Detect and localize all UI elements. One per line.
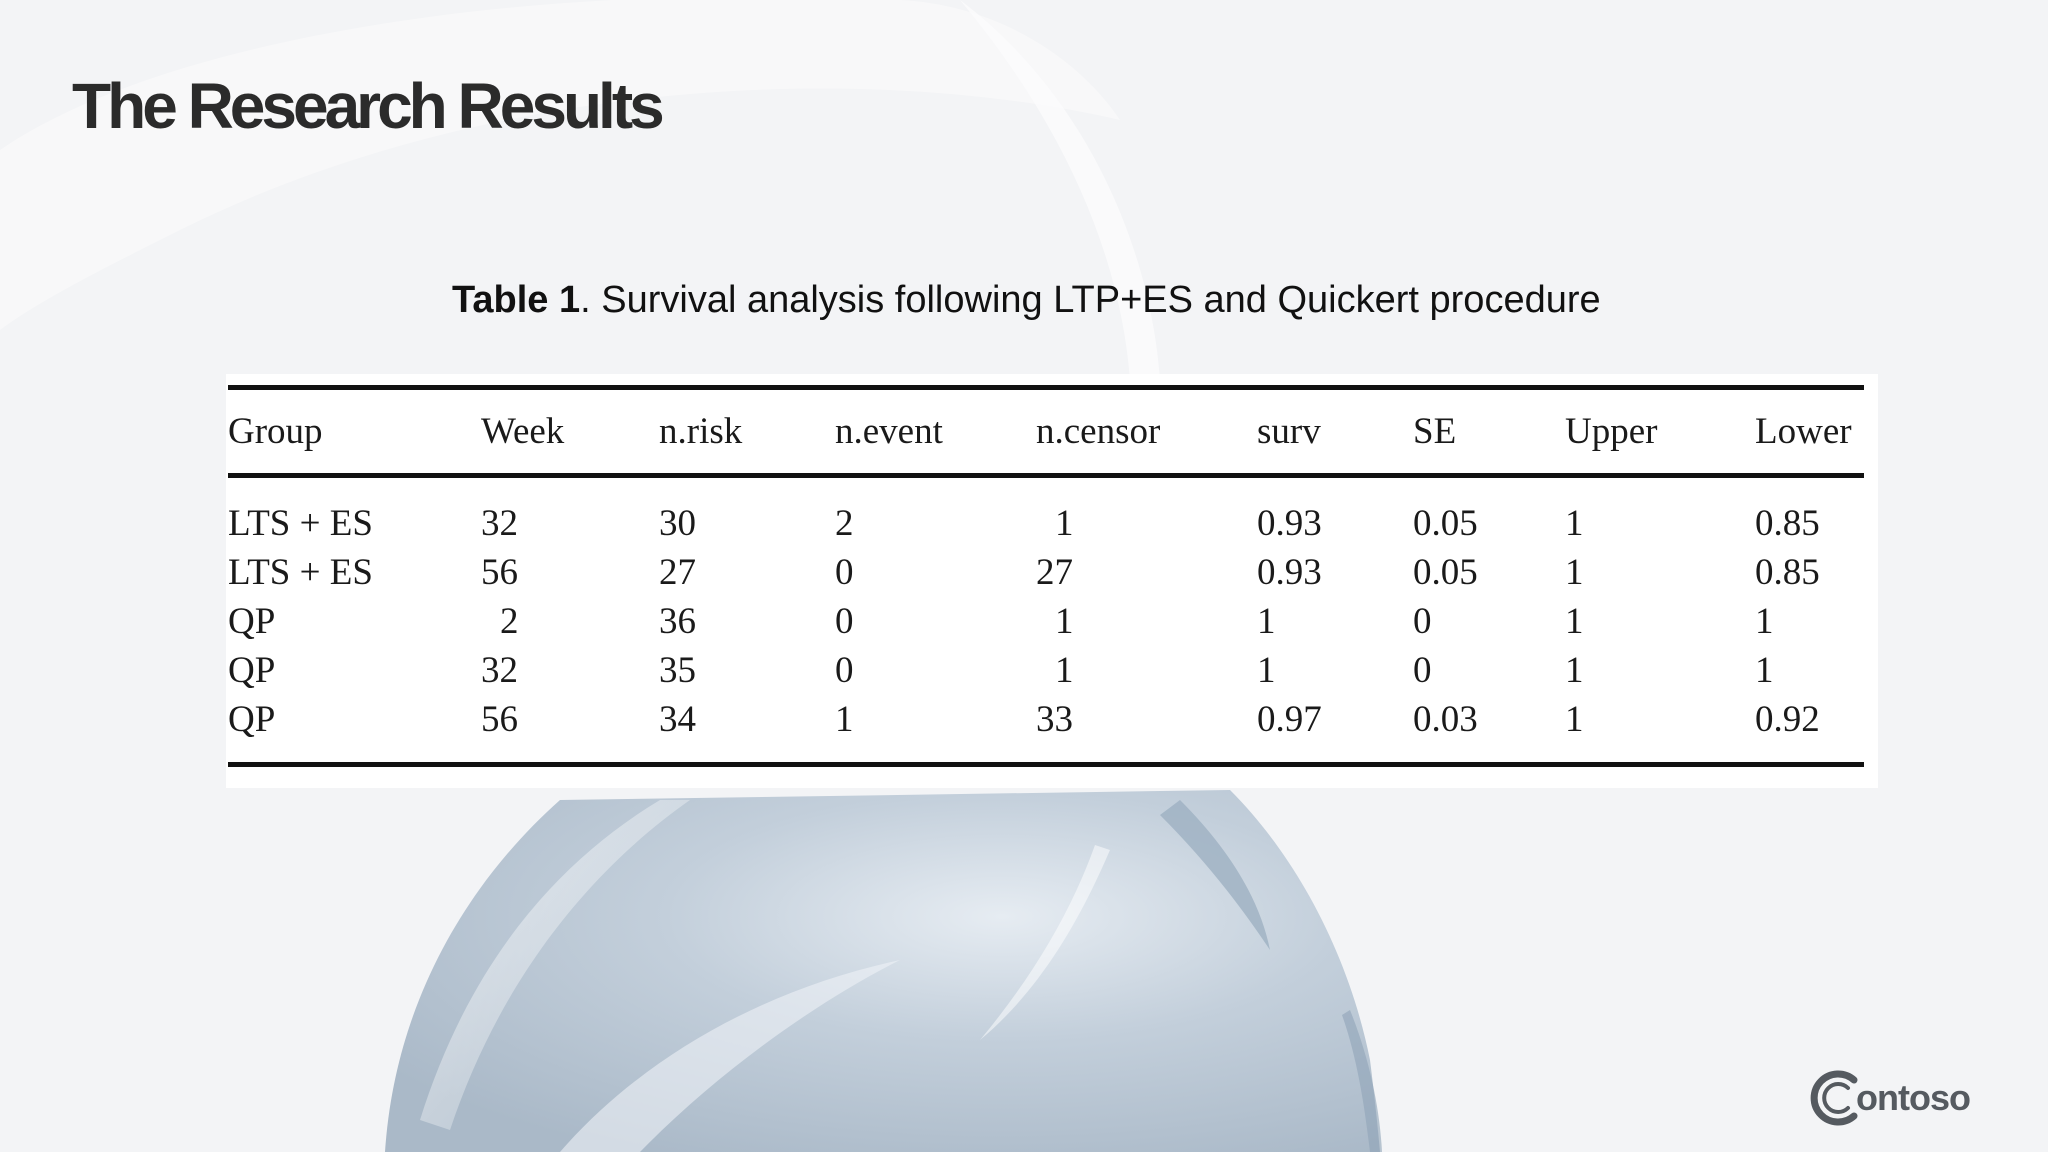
table-cell: 1 [1257, 601, 1276, 642]
table-cell: 0 [1413, 650, 1432, 691]
table-caption: Table 1. Survival analysis following LTP… [452, 273, 1601, 327]
table-cell: 1 [1055, 503, 1074, 544]
column-header-n-censor: n.censor [1036, 411, 1161, 452]
table-header-rule [228, 473, 1864, 478]
table-cell: 0.92 [1755, 699, 1820, 740]
table-cell: 35 [659, 650, 696, 691]
table-cell: 0.97 [1257, 699, 1322, 740]
table-cell: QP [228, 699, 276, 740]
table-cell: 0.85 [1755, 503, 1820, 544]
column-header-upper: Upper [1565, 411, 1658, 452]
table-cell: 32 [481, 650, 518, 691]
table-cell: 0.93 [1257, 552, 1322, 593]
table-cell: 1 [1755, 650, 1774, 691]
table-cell: 0 [835, 552, 854, 593]
table-cell: 34 [659, 699, 696, 740]
table-cell: 1 [1565, 601, 1584, 642]
table-cell: 1 [1565, 552, 1584, 593]
column-header-se: SE [1413, 411, 1457, 452]
table-cell: 2 [500, 601, 519, 642]
table-cell: 1 [835, 699, 854, 740]
table-cell: 1 [1055, 601, 1074, 642]
table-bottom-rule [228, 762, 1864, 767]
column-header-group: Group [228, 411, 323, 452]
table-cell: 56 [481, 552, 518, 593]
table-caption-label: Table 1 [452, 279, 581, 321]
table-cell: 0 [1413, 601, 1432, 642]
table-cell: 36 [659, 601, 696, 642]
table-cell: 27 [1036, 552, 1073, 593]
column-header-n-event: n.event [835, 411, 943, 452]
table-cell: 0.93 [1257, 503, 1322, 544]
table-cell: 32 [481, 503, 518, 544]
table-cell: 30 [659, 503, 696, 544]
table-cell: 0 [835, 650, 854, 691]
table-cell: 27 [659, 552, 696, 593]
column-header-lower: Lower [1755, 411, 1852, 452]
table-cell: 33 [1036, 699, 1073, 740]
contoso-logo: ontoso [1808, 1068, 1971, 1128]
table-cell: 1 [1565, 650, 1584, 691]
column-header-n-risk: n.risk [659, 411, 743, 452]
column-header-surv: surv [1257, 411, 1321, 452]
slide-title: The Research Results [72, 70, 665, 142]
table-cell: 1 [1565, 699, 1584, 740]
table-cell: 56 [481, 699, 518, 740]
table-cell: 0.05 [1413, 552, 1478, 593]
table-cell: 2 [835, 503, 854, 544]
table-cell: 1 [1257, 650, 1276, 691]
table-cell: 0.03 [1413, 699, 1478, 740]
table-cell: LTS + ES [228, 503, 373, 544]
table-cell: QP [228, 601, 276, 642]
table-cell: QP [228, 650, 276, 691]
contoso-c-logo-icon [1810, 1070, 1858, 1126]
table-cell: LTS + ES [228, 552, 373, 593]
survival-table: Group Week n.risk n.event n.censor surv … [226, 374, 1878, 788]
table-cell: 1 [1055, 650, 1074, 691]
table-cell: 1 [1755, 601, 1774, 642]
table-cell: 0.05 [1413, 503, 1478, 544]
table-caption-text: . Survival analysis following LTP+ES and… [580, 279, 1601, 321]
table-cell: 1 [1565, 503, 1584, 544]
logo-text: ontoso [1856, 1077, 1971, 1118]
table-cell: 0 [835, 601, 854, 642]
table-cell: 0.85 [1755, 552, 1820, 593]
table-top-rule [228, 385, 1864, 390]
column-header-week: Week [481, 411, 565, 452]
